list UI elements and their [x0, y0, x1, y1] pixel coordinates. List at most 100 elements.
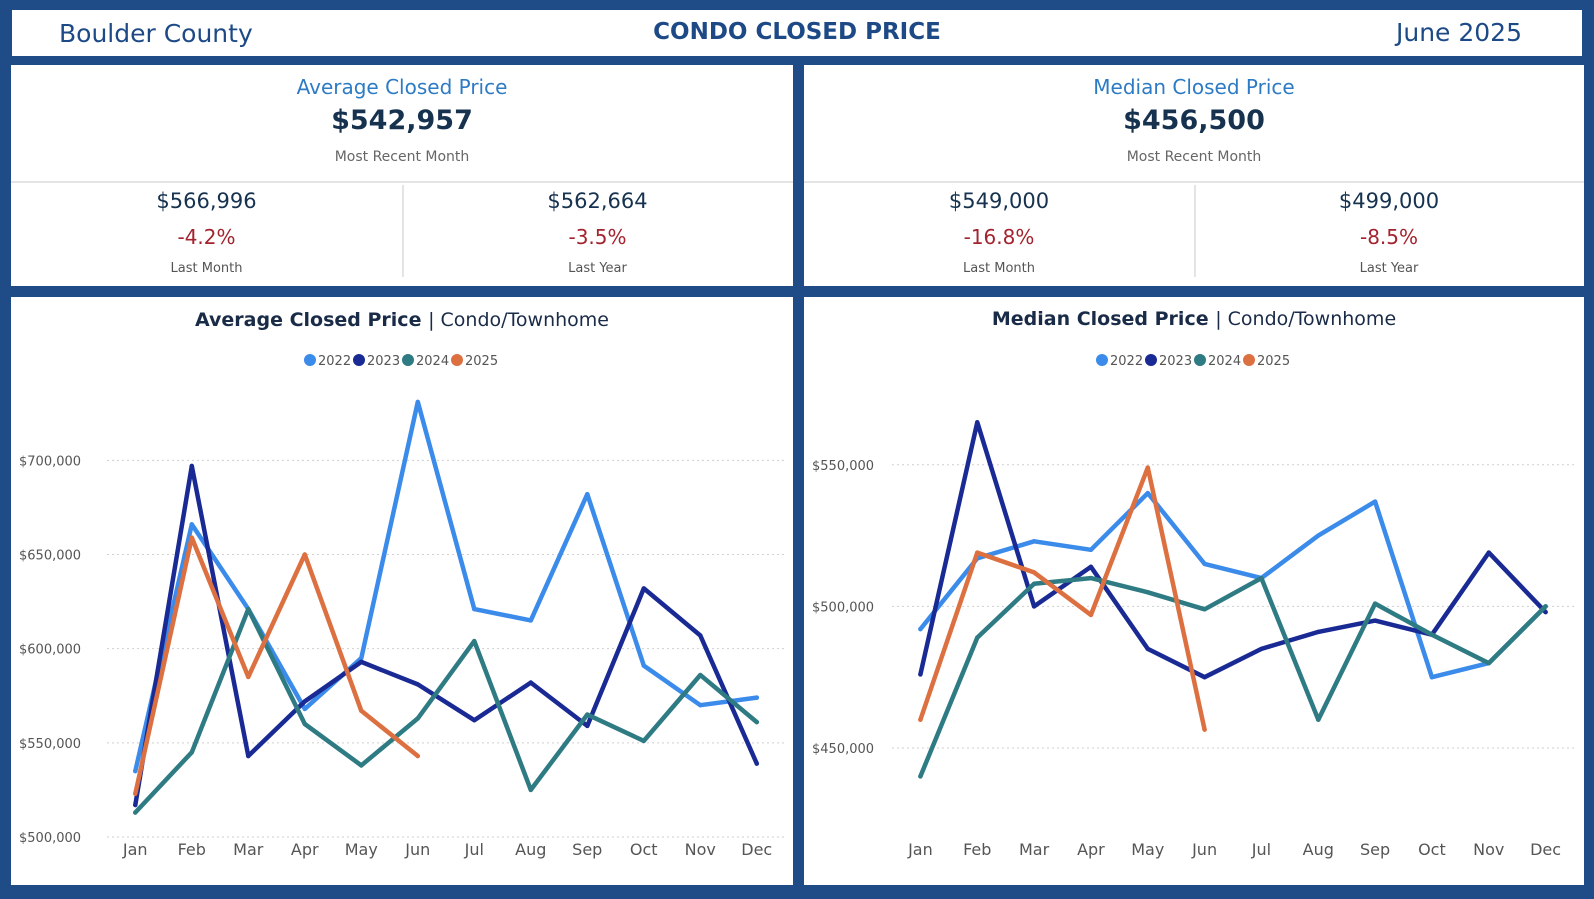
kpi-divider: [804, 181, 1584, 183]
data-point-2023: [359, 659, 364, 665]
data-point-2024: [754, 719, 759, 725]
series-line-2024: [918, 575, 1548, 779]
data-point-2024: [472, 638, 477, 644]
y-tick-label: $500,000: [812, 600, 874, 615]
x-tick-label: Mar: [1019, 840, 1050, 859]
legend-marker-2023: [353, 354, 365, 366]
median-last-month: $549,000 -16.8% Last Month: [804, 185, 1194, 285]
data-point-2025: [1145, 465, 1150, 470]
series-line-2025: [918, 465, 1207, 732]
x-tick-label: Nov: [685, 840, 716, 859]
y-tick-label: $550,000: [812, 459, 874, 474]
median-last-year-change: -8.5%: [1359, 225, 1419, 249]
legend-marker-2025: [451, 354, 463, 366]
data-point-2023: [1372, 618, 1378, 623]
data-point-2022: [754, 695, 759, 700]
x-tick-label: Apr: [291, 840, 319, 859]
kpi-divider: [402, 185, 404, 277]
legend-marker-2022: [304, 354, 316, 366]
data-point-2022: [1372, 499, 1378, 504]
average-last-year: $562,664 -3.5% Last Year: [402, 185, 793, 285]
series-line-2025: [133, 535, 421, 796]
data-point-2024: [1543, 604, 1548, 609]
legend-marker-2025: [1243, 354, 1255, 366]
data-point-2025: [1031, 570, 1037, 575]
legend-label-2023: 2023: [367, 354, 400, 369]
average-last-month-value: $566,996: [156, 189, 257, 213]
x-tick-label: Dec: [1530, 840, 1561, 859]
legend-marker-2024: [402, 354, 414, 366]
location-label: Boulder County: [59, 19, 253, 48]
data-point-2024: [698, 672, 703, 678]
y-tick-label: $600,000: [19, 643, 81, 658]
data-point-2022: [133, 768, 138, 774]
average-kpi-title: Average Closed Price: [296, 75, 508, 99]
data-point-2024: [1088, 575, 1094, 581]
data-point-2022: [1031, 539, 1037, 544]
median-kpi-title: Median Closed Price: [1093, 75, 1295, 99]
data-point-2022: [189, 522, 194, 527]
x-tick-label: Jun: [404, 840, 430, 859]
data-point-2022: [1429, 675, 1435, 680]
data-point-2023: [472, 718, 477, 723]
x-tick-label: Jul: [464, 840, 484, 859]
x-tick-label: Sep: [1360, 840, 1390, 859]
data-point-2023: [246, 753, 251, 759]
data-point-2025: [359, 708, 364, 714]
data-point-2024: [918, 774, 923, 779]
data-point-2024: [1316, 717, 1321, 722]
data-point-2023: [698, 633, 703, 638]
median-price-chart-panel: Median Closed Price | Condo/Townhome 2022…: [804, 297, 1584, 885]
data-point-2024: [1429, 632, 1435, 637]
x-tick-label: Apr: [1077, 840, 1105, 859]
legend-label-2025: 2025: [1257, 354, 1290, 369]
data-point-2022: [302, 706, 307, 712]
data-point-2022: [1202, 561, 1207, 567]
y-tick-label: $550,000: [19, 737, 81, 752]
data-point-2022: [641, 663, 646, 668]
chart-title-subtitle: | Condo/Townhome: [428, 309, 609, 331]
data-point-2023: [1145, 646, 1150, 652]
data-point-2025: [1088, 612, 1094, 618]
data-point-2023: [641, 586, 646, 591]
data-point-2023: [754, 761, 759, 766]
chart-title-bold: Median Closed Price: [992, 308, 1215, 330]
average-last-month: $566,996 -4.2% Last Month: [11, 185, 402, 285]
data-point-2023: [1031, 604, 1037, 609]
average-kpi-value: $542,957: [331, 105, 473, 136]
header-bar: Boulder County CONDO CLOSED PRICE June 2…: [12, 10, 1582, 56]
y-tick-label: $700,000: [19, 454, 81, 469]
data-point-2023: [975, 420, 980, 425]
data-point-2023: [585, 723, 590, 729]
data-point-2024: [189, 750, 194, 755]
average-last-year-value: $562,664: [547, 189, 648, 213]
y-tick-label: $450,000: [812, 742, 874, 757]
x-tick-label: Sep: [572, 840, 602, 859]
data-point-2023: [1259, 646, 1264, 652]
data-point-2023: [189, 463, 194, 469]
period-label: June 2025: [1395, 18, 1522, 47]
data-point-2022: [359, 655, 364, 661]
data-point-2023: [1316, 629, 1321, 635]
data-point-2022: [528, 618, 533, 623]
data-point-2022: [1088, 547, 1094, 552]
x-tick-label: Aug: [515, 840, 546, 859]
legend-label-2024: 2024: [1208, 354, 1241, 369]
chart-title-bold: Average Closed Price: [195, 309, 428, 331]
median-kpi-card: Median Closed Price $456,500 Most Recent…: [804, 65, 1584, 286]
kpi-divider: [11, 181, 793, 183]
data-point-2024: [1145, 590, 1150, 595]
data-point-2025: [246, 674, 251, 680]
legend-marker-2023: [1145, 354, 1157, 366]
data-point-2024: [246, 606, 251, 612]
x-tick-label: Feb: [963, 840, 991, 859]
chart-title-subtitle: | Condo/Townhome: [1215, 308, 1396, 330]
x-tick-label: Jul: [1251, 840, 1271, 859]
data-point-2022: [472, 606, 477, 612]
x-tick-label: Feb: [178, 840, 206, 859]
series-line-2023: [918, 420, 1548, 680]
data-point-2022: [918, 626, 923, 632]
x-tick-label: May: [345, 840, 378, 859]
data-point-2023: [415, 682, 420, 687]
x-tick-label: Oct: [630, 840, 658, 859]
